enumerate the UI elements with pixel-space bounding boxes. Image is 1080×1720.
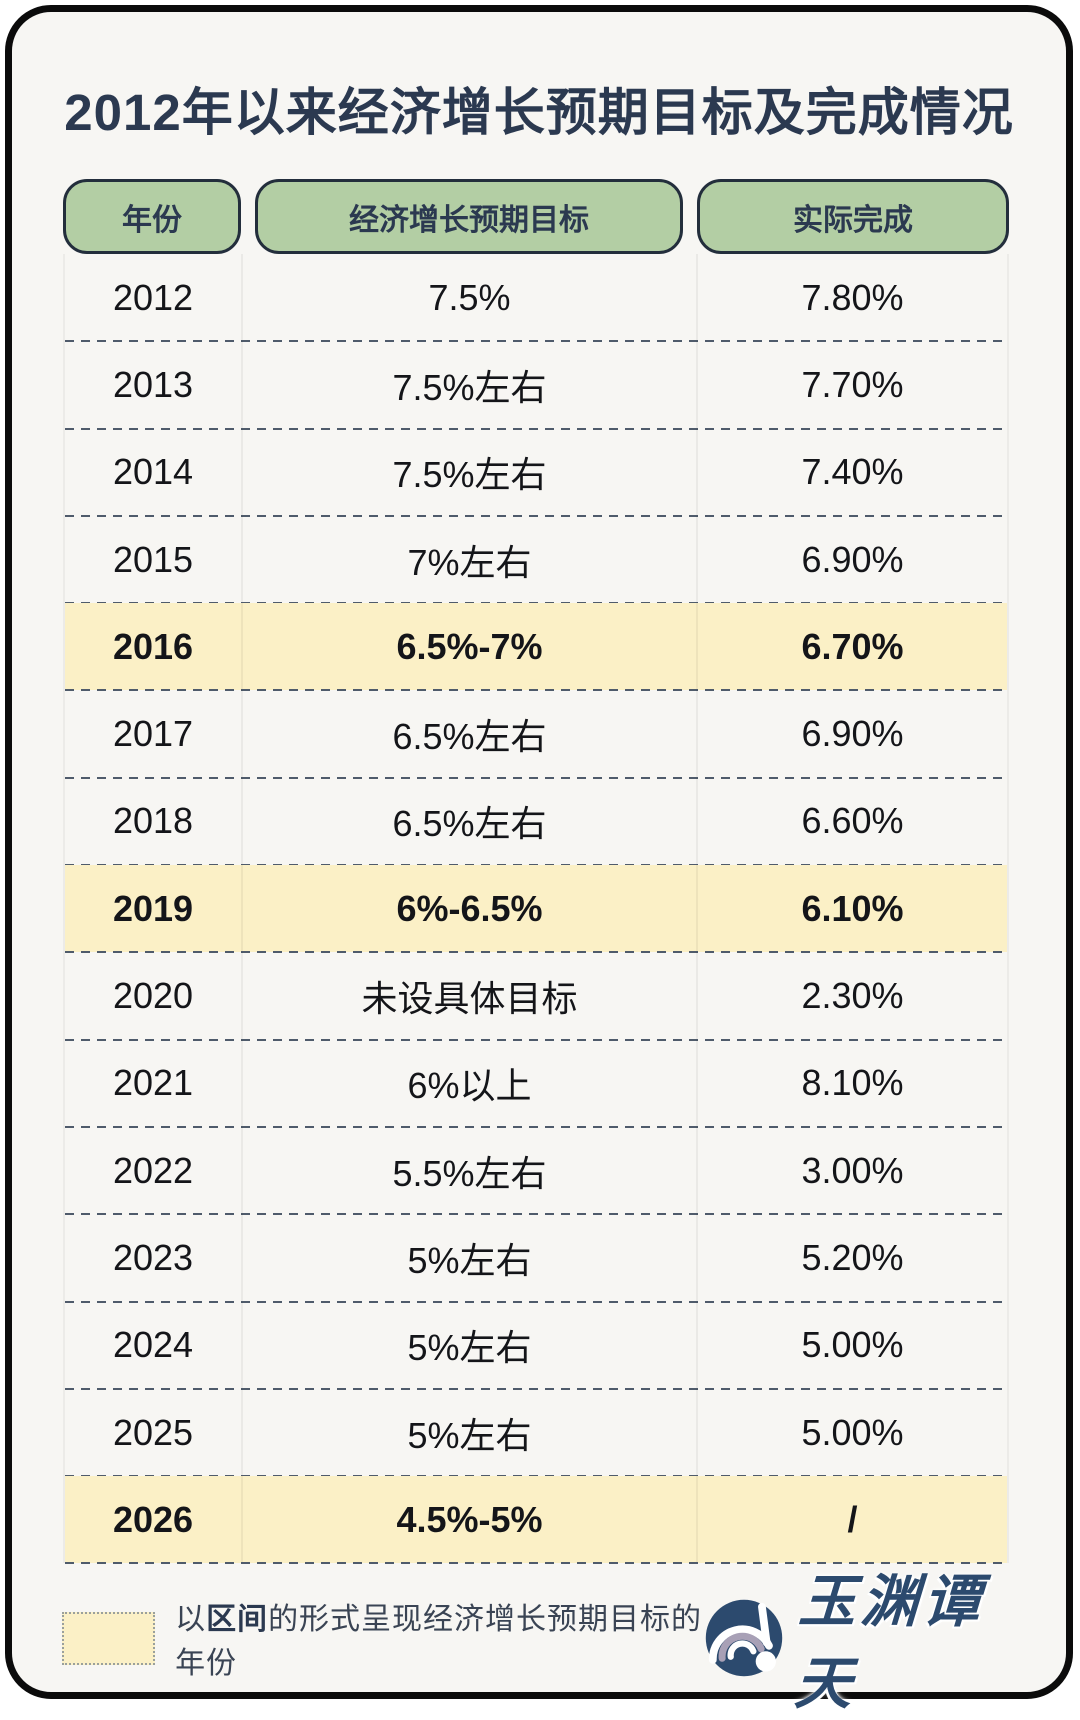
cell-year: 2012 [112,276,194,318]
table-header-row: 年份 经济增长预期目标 实际完成 [63,179,1009,254]
header-actual: 实际完成 [697,179,1009,254]
legend-text: 以区间的形式呈现经济增长预期目标的年份 [175,1594,705,1682]
cell-year: 2017 [112,713,194,755]
cell-actual: / [696,1476,1007,1564]
cell-target: 未设具体目标 [241,952,696,1040]
cell-target: 7.5% [241,254,696,342]
header-target: 经济增长预期目标 [255,179,683,254]
brand-logo-icon [705,1599,783,1677]
cell-year: 2026 [112,1498,194,1540]
cell-target: 6.5%-7% [241,603,696,691]
table-row: 2014 7.5%左右 7.40% [65,428,1007,518]
cell-year: 2019 [112,887,194,929]
table-row: 2020 未设具体目标 2.30% [65,952,1007,1041]
legend-text-suffix: 的形式呈现经济增长预期目标的年份 [175,1603,703,1680]
table-row: 2024 5%左右 5.00% [65,1301,1007,1391]
cell-actual: 6.90% [696,690,1007,778]
cell-actual: 2.30% [696,952,1007,1040]
page-title: 2012年以来经济增长预期目标及完成情况 [64,84,1014,141]
cell-actual: 7.70% [696,341,1007,429]
cell-actual: 5.20% [696,1214,1007,1302]
cell-target: 7%左右 [241,515,696,604]
legend: 以区间的形式呈现经济增长预期目标的年份 [62,1594,705,1682]
cell-year: 2014 [112,451,194,493]
cell-year: 2022 [112,1149,194,1191]
cell-target: 5%左右 [241,1301,696,1389]
legend-text-prefix: 以 [175,1603,207,1636]
cell-year: 2018 [112,800,194,842]
cell-target: 4.5%-5% [241,1476,696,1564]
footer: 以区间的形式呈现经济增长预期目标的年份 玉渊谭天 [62,1570,1012,1716]
table-row: 2016 6.5%-7% 6.70% [65,603,1007,692]
cell-year: 2015 [112,538,194,580]
legend-highlight-swatch [62,1611,156,1665]
table-row: 2023 5%左右 5.20% [65,1214,1007,1303]
table-body: 2012 7.5% 7.80% 2013 7.5%左右 7.70% 2014 7… [63,254,1009,1565]
table-row: 2019 6%-6.5% 6.10% [65,865,1007,954]
cell-actual: 7.40% [696,428,1007,516]
table-row: 2018 6.5%左右 6.60% [65,777,1007,867]
cell-target: 6%-6.5% [241,865,696,953]
cell-year: 2025 [112,1411,194,1453]
table-row: 2017 6.5%左右 6.90% [65,690,1007,780]
table-row: 2025 5%左右 5.00% [65,1388,1007,1478]
cell-target: 6.5%左右 [241,777,696,866]
table-row: 2021 6%以上 8.10% [65,1039,1007,1129]
legend-text-bold: 区间 [206,1603,269,1636]
cell-actual: 7.80% [696,254,1007,342]
brand-logo: 玉渊谭天 [705,1556,1012,1720]
cell-actual: 3.00% [696,1126,1007,1215]
cell-year: 2020 [112,975,194,1017]
table-row: 2012 7.5% 7.80% [65,254,1007,343]
cell-target: 5.5%左右 [241,1126,696,1215]
cell-target: 6%以上 [241,1039,696,1127]
cell-actual: 6.70% [696,603,1007,691]
cell-target: 5%左右 [241,1388,696,1477]
cell-target: 7.5%左右 [241,428,696,516]
brand-logo-text: 玉渊谭天 [792,1570,987,1716]
cell-actual: 8.10% [696,1039,1007,1127]
table-row: 2026 4.5%-5% / [65,1476,1007,1565]
cell-year: 2016 [112,625,194,667]
growth-target-table: 年份 经济增长预期目标 实际完成 2012 7.5% 7.80% 2013 7.… [63,179,1009,1565]
cell-target: 7.5%左右 [241,341,696,429]
infographic-card: 2012年以来经济增长预期目标及完成情况 年份 经济增长预期目标 实际完成 20… [5,5,1073,1716]
cell-year: 2023 [112,1236,194,1278]
table-row: 2022 5.5%左右 3.00% [65,1126,1007,1216]
table-row: 2013 7.5%左右 7.70% [65,341,1007,430]
cell-year: 2024 [112,1324,194,1366]
cell-target: 5%左右 [241,1214,696,1302]
table-row: 2015 7%左右 6.90% [65,515,1007,605]
cell-actual: 5.00% [696,1388,1007,1477]
cell-actual: 6.90% [696,515,1007,604]
cell-actual: 6.10% [696,865,1007,953]
cell-year: 2013 [112,363,194,405]
cell-actual: 6.60% [696,777,1007,866]
cell-target: 6.5%左右 [241,690,696,778]
cell-actual: 5.00% [696,1301,1007,1389]
cell-year: 2021 [112,1062,194,1104]
header-year: 年份 [63,179,241,254]
